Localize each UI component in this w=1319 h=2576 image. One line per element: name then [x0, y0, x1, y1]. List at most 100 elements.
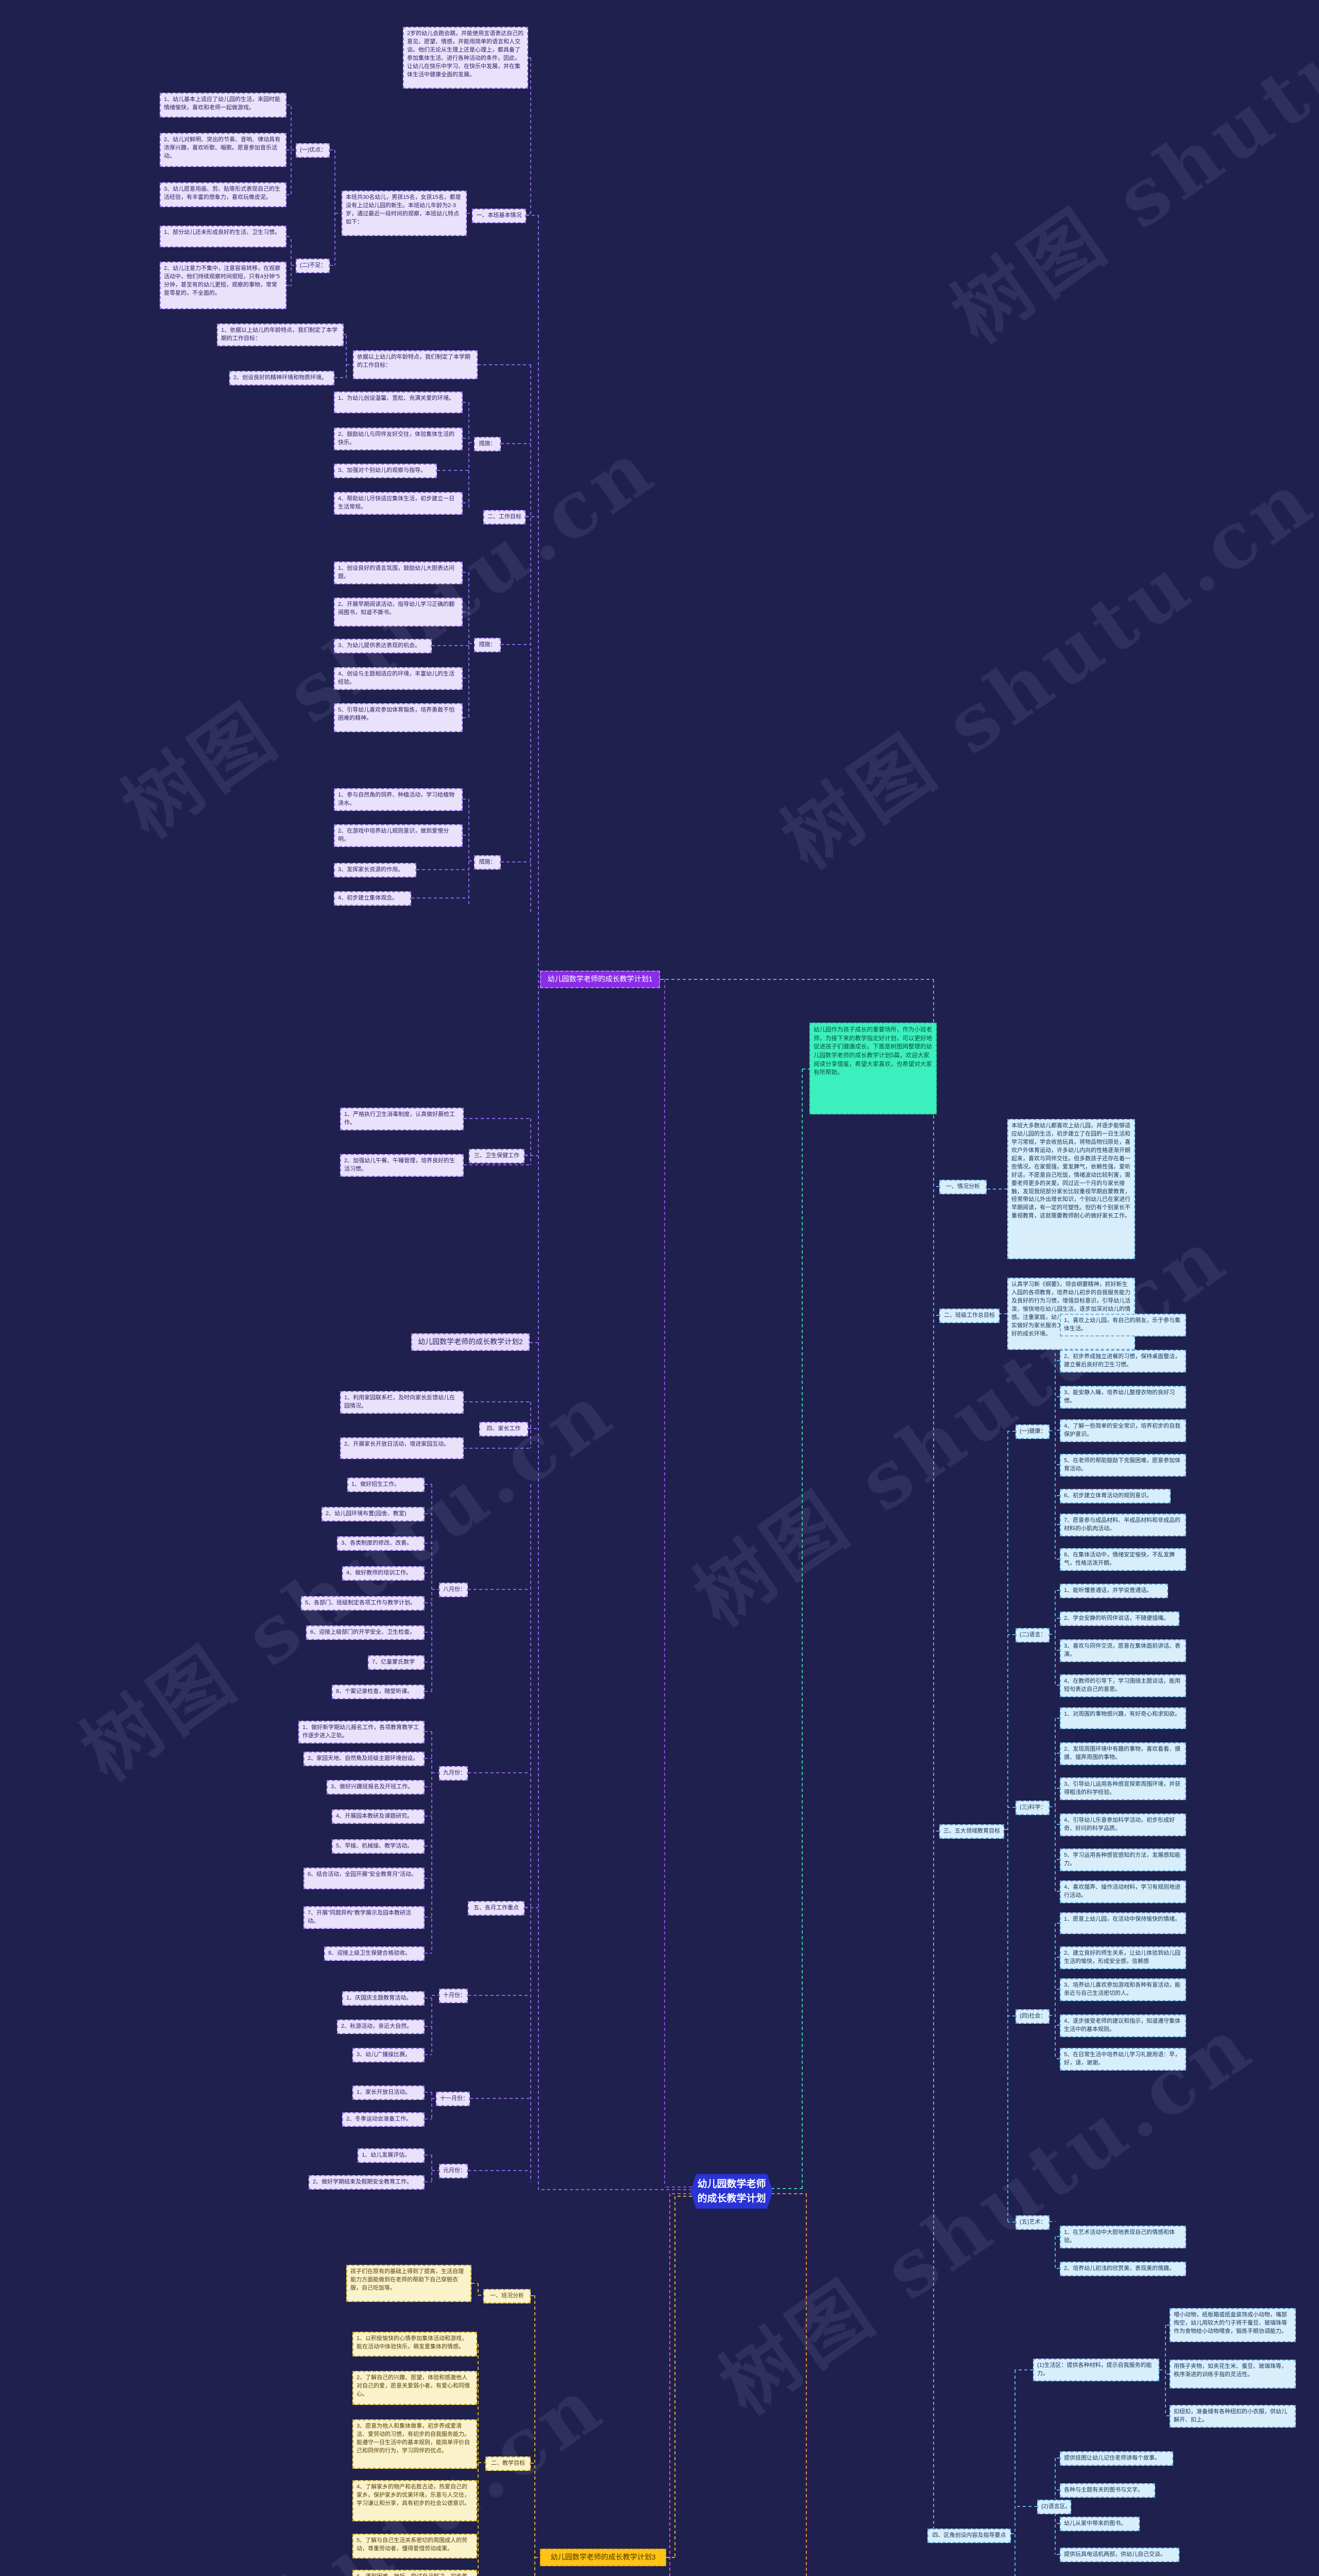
- branch-label[interactable]: (五)艺术：: [1016, 2215, 1050, 2230]
- leaf-node[interactable]: 6、初步建立体育活动的规则意识。: [1060, 1489, 1171, 1503]
- leaf-node[interactable]: 3、能安静入睡，培养幼儿整理衣物的良好习惯。: [1060, 1386, 1186, 1409]
- branch-label[interactable]: 一、情况分析: [939, 1180, 987, 1194]
- branch-label[interactable]: (2)语言区。: [1037, 2500, 1071, 2514]
- leaf-node[interactable]: 2、了解自己的兴趣、愿望，体验和感激他人对自己的爱，愿意关爱弱小者，有爱心和同情…: [352, 2371, 477, 2405]
- leaf-node[interactable]: 4、做好教师的培训工作。: [342, 1566, 425, 1581]
- leaf-node[interactable]: 各种与主题有关的图书与文字。: [1060, 2483, 1155, 2498]
- branch-label[interactable]: 措施：: [474, 437, 501, 451]
- leaf-node[interactable]: 5、引导幼儿喜欢参加体育锻炼，培养勇敢不怕困难的精神。: [334, 703, 463, 732]
- leaf-node[interactable]: 本班共30名幼儿，男孩15名，女孩15名，都是没有上过幼儿园的新生。本班幼儿年龄…: [342, 191, 467, 236]
- leaf-node[interactable]: 7、亿童蒙氏数学: [368, 1655, 425, 1670]
- leaf-node[interactable]: 4、喜欢摆弄、操作活动材料，学习有规则地进行活动。: [1060, 1880, 1186, 1903]
- intro-node[interactable]: 幼儿园作为孩子成长的重要场所，作为小班老师，为接下来的教学指定好计划，可以更好地…: [809, 1023, 937, 1114]
- leaf-node[interactable]: 4、在教师的引导下，学习围绕主题谈话，能用短句表达自己的意思。: [1060, 1674, 1186, 1697]
- leaf-node[interactable]: 1、在艺术活动中大胆地表现自己的情感和体验。: [1060, 2226, 1186, 2248]
- leaf-node[interactable]: 3、发挥家长资源的作用。: [334, 863, 416, 877]
- leaf-node[interactable]: 5、各部门、班级制定各项工作与教学计划。: [301, 1596, 425, 1611]
- branch-label[interactable]: 元月份：: [439, 2164, 468, 2178]
- branch-label[interactable]: (二)不足：: [296, 259, 330, 273]
- leaf-node[interactable]: 3、愿意为他人和集体做事，初步养成爱清洁、爱劳动的习惯，有初步的自我服务能力。能…: [352, 2419, 477, 2469]
- leaf-node[interactable]: 1、愿意上幼儿园，在活动中保持愉快的情绪。: [1060, 1912, 1186, 1934]
- leaf-node[interactable]: 1、创设良好的语言氛围，鼓励幼儿大胆表达问题。: [334, 562, 463, 584]
- branch-label[interactable]: 四、区角创设内容及指导要点: [927, 2529, 1011, 2543]
- leaf-node[interactable]: 2岁的幼儿会跑会跳，并能使用言语表达自己的意见、愿望、情感，并能用简单的语言和人…: [403, 27, 528, 89]
- leaf-node[interactable]: 5、了解与自己生活关系密切的周围成人的劳动，尊重劳动者，懂得爱惜劳动成果。: [352, 2534, 477, 2558]
- leaf-node[interactable]: 2、幼儿对鲜明、突出的节奏、音响、律动具有浓厚兴趣，喜欢听歌、唱歌。愿意参加音乐…: [160, 133, 286, 167]
- leaf-node[interactable]: 1、对周围的事物感兴趣，有好奇心和求知欲。: [1060, 1707, 1186, 1729]
- leaf-node[interactable]: 1、喜欢上幼儿园，有自己的朋友，乐于参与集体生活。: [1060, 1314, 1186, 1336]
- leaf-node[interactable]: 5、在日常生活中培养幼儿学习礼貌用语：早，好，请，谢谢。: [1060, 2048, 1186, 2071]
- branch-label[interactable]: 三、卫生保健工作: [469, 1149, 525, 1163]
- branch-label[interactable]: (二)语言：: [1016, 1628, 1050, 1642]
- leaf-node[interactable]: 3、喜欢与同伴交流，愿意在集体面前讲话、表演。: [1060, 1639, 1186, 1662]
- plan-title-node[interactable]: 幼儿园数学老师的成长教学计划2: [411, 1333, 530, 1351]
- leaf-node[interactable]: 1、部分幼儿还未形成良好的生活、卫生习惯。: [160, 226, 286, 247]
- branch-label[interactable]: 三、五大领域教育目标: [939, 1824, 1004, 1839]
- leaf-node[interactable]: 2、冬季运动会准备工作。: [342, 2112, 425, 2127]
- leaf-node[interactable]: 8、迎接上级卫生保健合格验收。: [324, 1946, 425, 1961]
- branch-label[interactable]: 二、教学目标: [485, 2456, 531, 2471]
- branch-label[interactable]: (一)健康：: [1016, 1425, 1050, 1439]
- branch-label[interactable]: (四)社会：: [1016, 2009, 1050, 2024]
- leaf-node[interactable]: 1、庆国庆主题教育活动。: [342, 1991, 425, 2006]
- leaf-node[interactable]: 提供玩具电话机两部，供幼儿自己交谈。: [1060, 2548, 1179, 2562]
- leaf-node[interactable]: 3、幼儿广播操比赛。: [352, 2048, 425, 2062]
- leaf-node[interactable]: 2、创设良好的精神环境和物质环境。: [229, 371, 334, 385]
- leaf-node[interactable]: 依据以上幼儿的年龄特点，我们制定了本学期的工作目标：: [353, 350, 478, 379]
- leaf-node[interactable]: 7、愿意参与成品材料、半成品材料和非成品的材料的小肌肉活动。: [1060, 1514, 1186, 1536]
- leaf-node[interactable]: 4、引导幼儿乐意参加科学活动，初步形成好奇、好问的科学品质。: [1060, 1814, 1186, 1836]
- leaf-node[interactable]: 提供挂图让幼儿记住老师讲每个故事。: [1060, 2451, 1173, 2466]
- leaf-node[interactable]: 2、家园天地、自然角及班级主题环境创设。: [303, 1752, 425, 1766]
- leaf-node[interactable]: 5、在老师的帮助鼓励下克服困难，愿意参加体育活动。: [1060, 1454, 1186, 1477]
- leaf-node[interactable]: 3、加强对个别幼儿的观察与指导。: [334, 464, 437, 478]
- leaf-node[interactable]: 6、遇到困难、挫折，尝试自己解决，初步养成勇敢、自信、合作等良好品质。: [352, 2570, 477, 2576]
- branch-label[interactable]: 措施：: [474, 855, 501, 870]
- leaf-node[interactable]: 4、初步建立集体观念。: [334, 891, 411, 906]
- leaf-node[interactable]: 1、幼儿基本上适应了幼儿园的生活，来园时能情绪愉快，喜欢和老师一起做游戏。: [160, 93, 286, 117]
- leaf-node[interactable]: (1)生活区：提供各种材料，提示自我服务的能力。: [1033, 2359, 1159, 2381]
- leaf-node[interactable]: 2、发现周围环境中有趣的事物，喜欢看看、摸摸、摆弄周围的事物。: [1060, 1742, 1186, 1765]
- plan-title-node[interactable]: 幼儿园数学老师的成长教学计划1: [540, 971, 660, 988]
- leaf-node[interactable]: 2、幼儿园环境布置(园舍、教室): [322, 1507, 425, 1521]
- leaf-node[interactable]: 8、在集体活动中，情绪安定愉快，不乱发脾气，性格活泼开朗。: [1060, 1548, 1186, 1571]
- branch-label[interactable]: 二、工作目标: [483, 510, 526, 524]
- leaf-node[interactable]: 1、严格执行卫生消毒制度，认真做好晨检工作。: [340, 1108, 464, 1130]
- leaf-node[interactable]: 扣纽扣，准备缝有各种纽扣的小衣服，供幼儿解开、扣上。: [1170, 2405, 1296, 2428]
- leaf-node[interactable]: 2、建立良好的师生关系，让幼儿体验到幼儿园生活的愉快，形成安全感，信赖感: [1060, 1946, 1186, 1969]
- leaf-node[interactable]: 3、为幼儿提供表达表现的机会。: [334, 639, 432, 653]
- leaf-node[interactable]: 5、学习运用各种感官感知的方法，发展感知能力。: [1060, 1849, 1186, 1871]
- leaf-node[interactable]: 3、引导幼儿运用各种感官探索周围环境，并获得粗浅的科学经验。: [1060, 1777, 1186, 1800]
- leaf-node[interactable]: 3、培养幼儿喜欢参加游戏和各种有意活动，能亲近与自己生活密切的人。: [1060, 1978, 1186, 2001]
- leaf-node[interactable]: 2、培养幼儿初浅的欣赏美，表现美的情趣。: [1060, 2262, 1186, 2276]
- branch-label[interactable]: (一)优点：: [296, 143, 330, 158]
- plan-title-node[interactable]: 幼儿园数学老师的成长教学计划3: [540, 2549, 666, 2566]
- branch-label[interactable]: 十月份：: [439, 1989, 468, 2003]
- leaf-node[interactable]: 4、开展园本教研及课题研究。: [332, 1809, 425, 1824]
- leaf-node[interactable]: 1、参与自然角的饲养、种植活动，学习给植物浇水。: [334, 788, 463, 811]
- branch-label[interactable]: 一、班况分析: [483, 2289, 531, 2303]
- leaf-node[interactable]: 2、初步养成独立进餐的习惯，保持桌面整洁，建立餐后良好的卫生习惯。: [1060, 1350, 1186, 1372]
- leaf-node[interactable]: 2、幼儿注意力不集中，注意容易转移，在观察活动中，他们持续观察时间很短，只有4分…: [160, 262, 286, 309]
- branch-label[interactable]: 十一月份：: [436, 2092, 470, 2106]
- branch-label[interactable]: 五、各月工作重点: [468, 1901, 525, 1916]
- leaf-node[interactable]: 2、加强幼儿午餐、午睡管理，培养良好的生活习惯。: [340, 1154, 464, 1177]
- leaf-node[interactable]: 6、迎接上级部门的开学安全、卫生检查。: [306, 1625, 425, 1640]
- leaf-node[interactable]: 7、开展"同题异构"教学展示及园本教研活动。: [303, 1906, 425, 1929]
- leaf-node[interactable]: 3、幼儿愿意用画、剪、贴等形式表现自己的生活经验，有丰富的想象力，喜欢玩橡皮泥。: [160, 182, 286, 207]
- leaf-node[interactable]: 3、做好兴趣班报名及开班工作。: [327, 1780, 425, 1794]
- leaf-node[interactable]: 2、做好学期结束及假期安全教育工作。: [309, 2175, 425, 2190]
- leaf-node[interactable]: 4、逐步接受老师的建议和指示，知道遵守集体生活中的基本规则。: [1060, 2014, 1186, 2037]
- leaf-node[interactable]: 3、各类制度的修改、改善。: [337, 1536, 425, 1551]
- leaf-node[interactable]: 2、开展早期阅读活动，指导幼儿学习正确的翻阅图书，知道不撕书。: [334, 598, 463, 626]
- leaf-node[interactable]: 8、个案记录检查，随堂听课。: [332, 1685, 425, 1699]
- leaf-node[interactable]: 4、创设与主题相适应的环境，丰富幼儿的生活经验。: [334, 667, 463, 690]
- branch-label[interactable]: 八月份：: [439, 1583, 468, 1597]
- leaf-node[interactable]: 幼儿从家中带来的图书。: [1060, 2517, 1140, 2531]
- branch-label[interactable]: 四、家长工作: [479, 1422, 528, 1436]
- leaf-node[interactable]: 1、利用家园联系栏，及时向家长反馈幼儿在园情况。: [340, 1391, 464, 1414]
- leaf-node[interactable]: 1、幼儿发展评估。: [358, 2148, 425, 2163]
- branch-label[interactable]: (三)科学：: [1016, 1801, 1050, 1815]
- leaf-node[interactable]: 4、帮助幼儿尽快适应集体生活，初步建立一日生活常规。: [334, 492, 463, 515]
- leaf-node[interactable]: 1、能听懂普通话，并学说普通话。: [1060, 1584, 1168, 1598]
- leaf-node[interactable]: 1、依据以上幼儿的年龄特点，我们制定了本学期的工作目标：: [217, 324, 344, 346]
